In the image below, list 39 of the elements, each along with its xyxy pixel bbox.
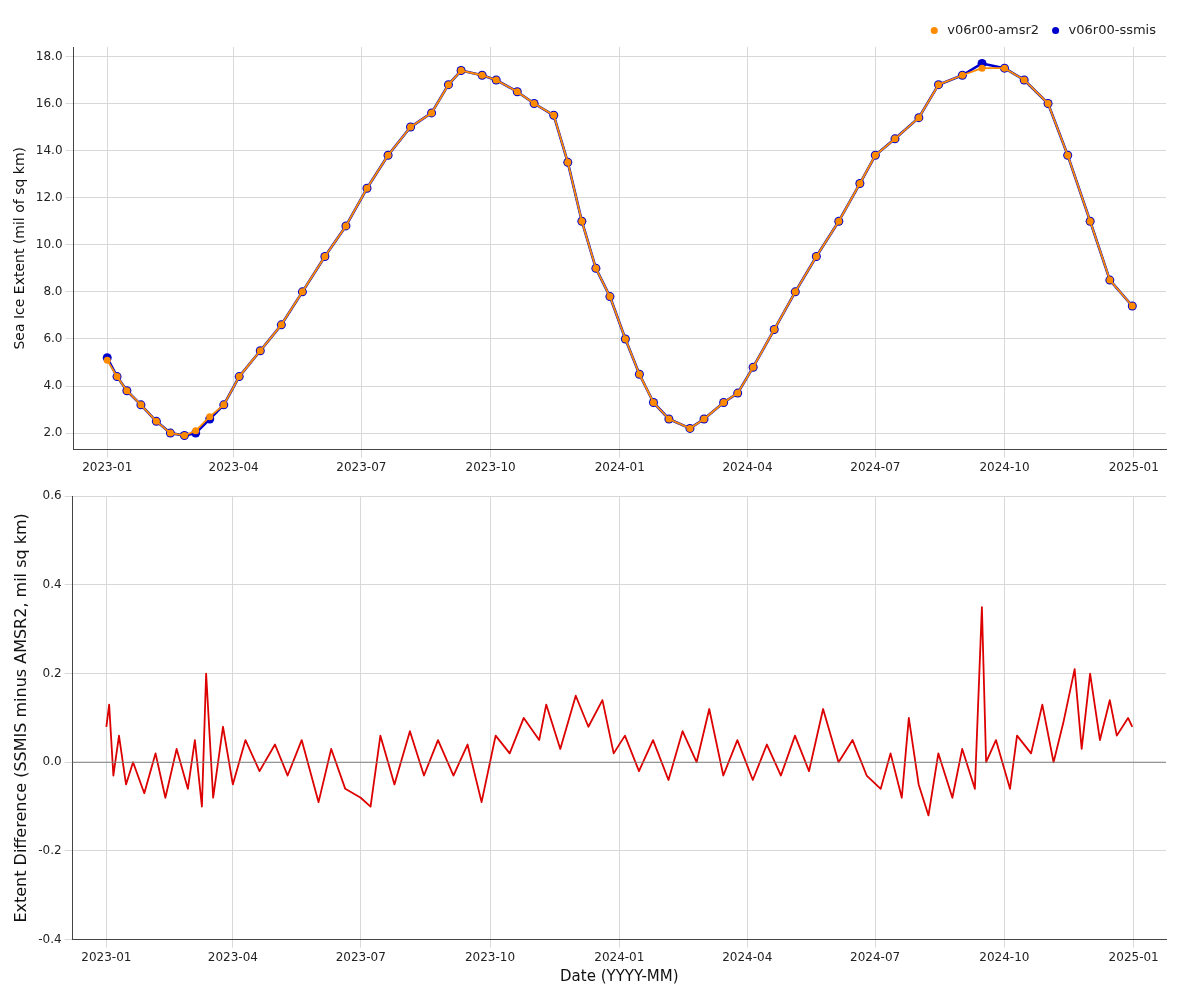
legend-label: v06r00-ssmis — [1068, 21, 1157, 37]
y-tick-label: -0.2 — [38, 843, 62, 858]
y-tick-label: 0.6 — [42, 488, 62, 503]
x-tick-label: 2024-01 — [594, 949, 645, 964]
x-tick-label: 2023-01 — [81, 949, 132, 964]
x-tick-label: 2024-04 — [722, 459, 773, 474]
y-tick-label: 6.0 — [43, 331, 63, 346]
y-axis-title: Sea Ice Extent (mil of sq km) — [11, 147, 28, 350]
x-tick-label: 2023-04 — [207, 949, 258, 964]
y-tick-label: 0.4 — [42, 577, 62, 592]
y-tick-label: 12.0 — [35, 189, 63, 204]
x-tick-label: 2023-07 — [336, 459, 387, 474]
x-tick-label: 2023-04 — [208, 459, 259, 474]
x-tick-label: 2025-01 — [1108, 459, 1159, 474]
x-tick-label: 2024-10 — [979, 459, 1030, 474]
y-tick-label: -0.4 — [38, 931, 62, 946]
y-tick-label: 4.0 — [43, 378, 63, 393]
y-tick-label: 14.0 — [35, 142, 63, 157]
x-tick-label: 2023-07 — [335, 949, 386, 964]
y-tick-label: 18.0 — [35, 48, 63, 63]
x-tick-label: 2023-01 — [82, 459, 133, 474]
x-axis-title: Date (YYYY-MM) — [560, 966, 679, 985]
point — [978, 64, 986, 72]
x-tick-label: 2024-07 — [850, 949, 901, 964]
x-tick-label: 2023-10 — [465, 459, 516, 474]
y-axis-title: Extent Difference (SSMIS minus AMSR2, mil sq km) — [10, 513, 30, 923]
y-tick-label: 0.0 — [42, 754, 62, 769]
y-tick-label: 8.0 — [43, 283, 63, 298]
y-tick-label: 0.2 — [42, 665, 62, 680]
x-tick-label: 2024-10 — [979, 949, 1030, 964]
x-tick-label: 2023-10 — [464, 949, 516, 964]
x-tick-label: 2024-01 — [594, 459, 645, 474]
y-tick-label: 10.0 — [35, 236, 63, 251]
y-tick-label: 2.0 — [43, 425, 63, 440]
x-tick-label: 2024-04 — [722, 949, 773, 964]
x-tick-label: 2025-01 — [1108, 949, 1159, 964]
y-tick-label: 16.0 — [35, 95, 63, 110]
x-tick-label: 2024-07 — [850, 459, 901, 474]
legend-label: v06r00-amsr2 — [947, 21, 1040, 37]
